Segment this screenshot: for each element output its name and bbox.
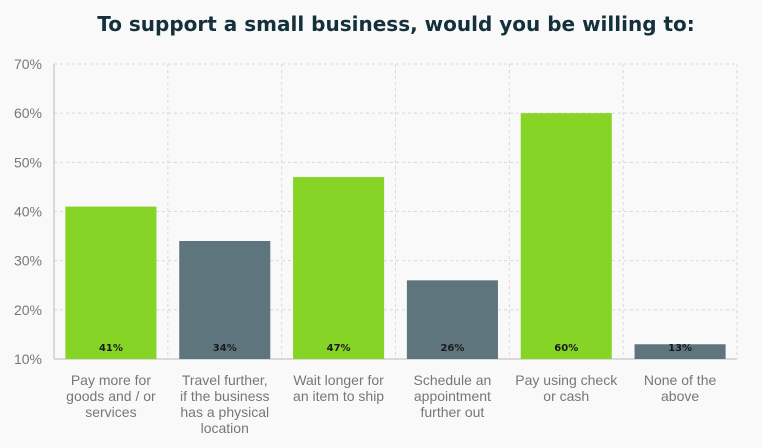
bar	[179, 241, 271, 359]
x-axis-labels: Pay more for goods and / or services Travel…	[66, 372, 716, 436]
data-label: 41%	[99, 343, 123, 354]
y-tick-label: 40%	[14, 204, 42, 220]
data-labels: 41% 34% 47% 26% 60% 13%	[99, 343, 692, 354]
data-label: 60%	[554, 343, 578, 354]
x-tick-label: Wait longer for an item to ship	[293, 372, 384, 404]
x-tick-label: Pay using check or cash	[515, 372, 618, 404]
x-tick-label: Pay more for goods and / or services	[66, 372, 156, 420]
bar	[406, 280, 498, 359]
bars	[65, 113, 726, 360]
x-tick-label: Travel further, if the business has a phys…	[180, 372, 270, 436]
chart-title: To support a small business, would you b…	[97, 12, 695, 36]
y-tick-label: 50%	[14, 154, 42, 170]
y-tick-label: 20%	[14, 302, 42, 318]
y-tick-label: 70%	[14, 56, 42, 72]
data-label: 34%	[213, 343, 237, 354]
x-tick-label: Schedule an appointment further out	[413, 372, 491, 420]
y-tick-label: 10%	[14, 351, 42, 367]
x-tick-label: None of the above	[644, 372, 717, 404]
bar	[520, 113, 612, 360]
data-label: 26%	[440, 343, 464, 354]
y-tick-label: 60%	[14, 105, 42, 121]
bar	[65, 206, 157, 359]
data-label: 47%	[327, 343, 351, 354]
y-axis-labels: 10% 20% 30% 40% 50% 60% 70%	[14, 56, 42, 367]
axes	[53, 64, 737, 360]
y-tick-label: 30%	[14, 253, 42, 269]
bar	[634, 344, 726, 359]
data-label: 13%	[668, 343, 692, 354]
bar	[293, 177, 385, 359]
